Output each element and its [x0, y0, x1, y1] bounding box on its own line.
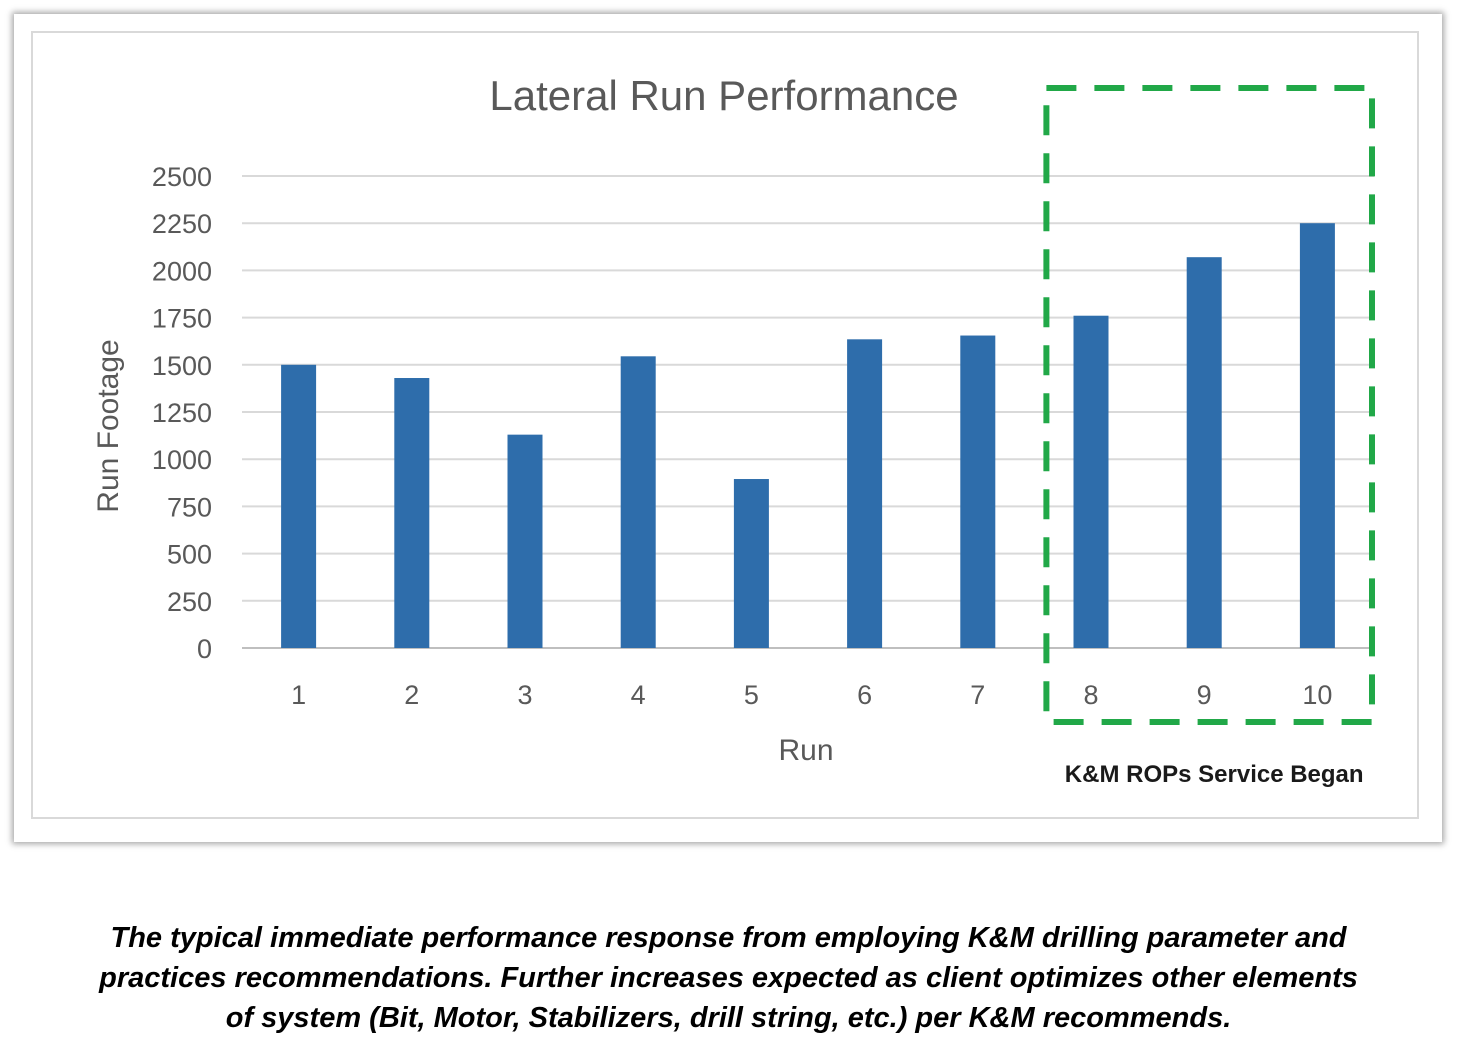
caption: The typical immediate performance respon… [0, 918, 1457, 1038]
x-tick-label: 4 [631, 680, 646, 710]
y-tick-label: 500 [167, 540, 212, 570]
y-tick-label: 1000 [152, 445, 212, 475]
x-tick-label: 5 [744, 680, 759, 710]
y-tick-label: 2250 [152, 209, 212, 239]
chart-title: Lateral Run Performance [489, 72, 958, 119]
bar-run-5 [733, 479, 769, 648]
chart-frame: Lateral Run Performance 0 250 500 750 1000 12… [14, 14, 1442, 842]
bar-run-8 [1073, 315, 1109, 648]
x-tick-label: 1 [291, 680, 306, 710]
y-tick-label: 250 [167, 587, 212, 617]
y-tick-label: 1750 [152, 304, 212, 334]
x-tick-label: 7 [970, 680, 985, 710]
caption-line: practices recommendations. Further incre… [99, 962, 1358, 994]
bar-run-9 [1186, 257, 1222, 648]
y-tick-label: 2000 [152, 256, 212, 286]
y-tick-label: 750 [167, 492, 212, 522]
bars [281, 223, 1335, 648]
caption-line: The typical immediate performance respon… [110, 922, 1347, 954]
y-axis-title: Run Footage [92, 339, 125, 512]
y-tick-label: 2500 [152, 162, 212, 192]
y-tick-label: 0 [197, 634, 212, 664]
caption-line: of system (Bit, Motor, Stabilizers, dril… [225, 1002, 1232, 1034]
x-tick-label: 2 [404, 680, 419, 710]
y-tick-labels: 0 250 500 750 1000 1250 1500 1750 2000 2250 2500 [152, 162, 212, 664]
bar-run-2 [394, 378, 430, 648]
x-tick-labels: 1 2 3 4 5 6 7 8 9 10 [291, 680, 1332, 710]
x-tick-label: 6 [857, 680, 872, 710]
bar-run-3 [507, 434, 543, 648]
bar-run-4 [620, 356, 656, 648]
bar-run-10 [1299, 223, 1335, 648]
x-tick-label: 9 [1197, 680, 1212, 710]
y-tick-label: 1500 [152, 351, 212, 381]
gridlines [242, 175, 1374, 649]
x-tick-label: 10 [1302, 680, 1332, 710]
x-axis-title: Run [778, 734, 833, 767]
bar-run-7 [960, 335, 996, 648]
bar-run-6 [847, 339, 883, 648]
highlight-box [1043, 85, 1376, 725]
x-tick-label: 8 [1083, 680, 1098, 710]
x-tick-label: 3 [517, 680, 532, 710]
highlight-label: K&M ROPs Service Began [1065, 761, 1364, 788]
bar-run-1 [281, 364, 317, 648]
bar-chart: Lateral Run Performance 0250500750100012… [31, 31, 1419, 819]
y-tick-label: 1250 [152, 398, 212, 428]
